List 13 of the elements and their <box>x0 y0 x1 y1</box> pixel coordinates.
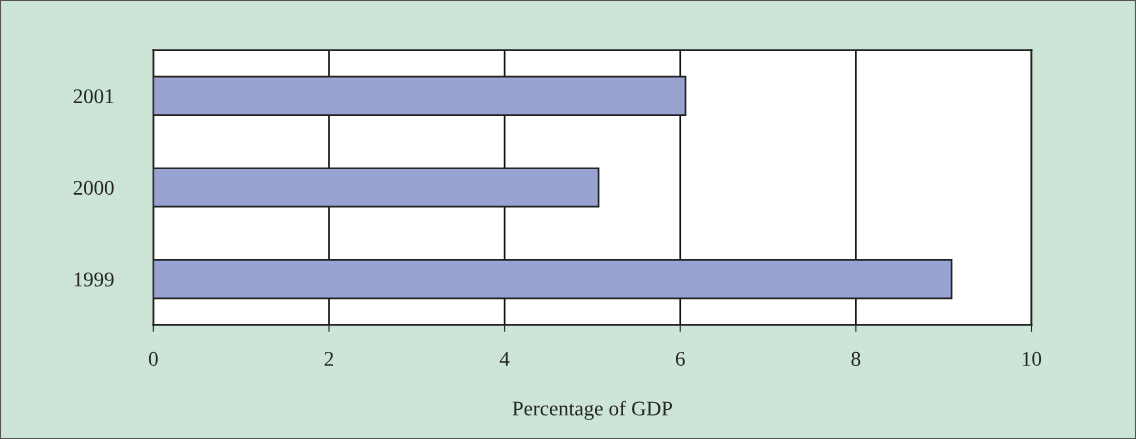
x-tick-label: 10 <box>1022 351 1042 366</box>
x-tick-label: 0 <box>148 351 158 366</box>
y-tick-label: 2000 <box>73 180 114 195</box>
x-tick-label: 2 <box>324 351 334 366</box>
y-tick-label: 2001 <box>73 89 114 104</box>
x-tick-label: 4 <box>499 351 510 366</box>
bar <box>153 75 687 116</box>
x-tick-label: 8 <box>851 351 861 366</box>
x-tick-label: 6 <box>675 351 685 366</box>
y-tick-label: 1999 <box>74 272 114 287</box>
bar <box>153 167 600 208</box>
bar <box>153 258 953 300</box>
x-axis-title: Percentage of GDP <box>512 400 672 420</box>
